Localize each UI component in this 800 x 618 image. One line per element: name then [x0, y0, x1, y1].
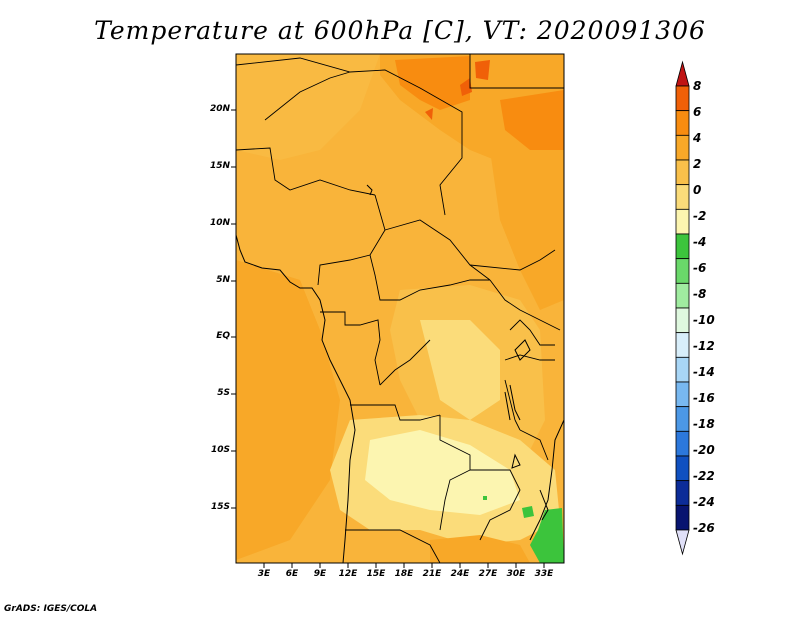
lon-label-6e: 6E [285, 569, 299, 579]
lat-label-5n: 5N [216, 275, 230, 285]
colorbar-label: -6 [693, 261, 707, 275]
colorbar-label: 0 [693, 183, 702, 197]
colorbar-segment [675, 332, 690, 358]
colorbar-label: -14 [693, 365, 715, 379]
warm-region-west [236, 260, 340, 560]
colorbar-label: -18 [693, 417, 715, 431]
colorbar-segment [675, 307, 690, 334]
colorbar-label: 6 [693, 105, 702, 119]
colorbar-segment [675, 406, 690, 432]
lon-label-12e: 12E [338, 569, 358, 579]
lon-label-33e: 33E [534, 569, 554, 579]
hot-spot-east [500, 90, 564, 150]
colorbar-label: -12 [693, 339, 715, 353]
east-coastline [529, 419, 564, 541]
coolest-region [365, 430, 520, 515]
warm-region-east [490, 140, 564, 310]
cold-patch-small [522, 506, 534, 518]
colorbar-segment [675, 258, 690, 284]
lon-label-24e: 24E [450, 569, 470, 579]
colorbar-label: 2 [693, 157, 702, 171]
colorbar-label: -26 [693, 521, 715, 535]
coastline [236, 234, 356, 563]
lakes [366, 184, 549, 521]
light-region-north [236, 54, 380, 160]
lon-label-9e: 9E [313, 569, 327, 579]
hot-spot-northeast [395, 56, 470, 110]
grads-credit: GrADS: IGES/COLA [4, 604, 98, 614]
colorbar-label: -10 [693, 313, 715, 327]
lon-label-30e: 30E [506, 569, 526, 579]
lon-label-27e: 27E [478, 569, 498, 579]
colorbar-label: -8 [693, 287, 707, 301]
colorbar-segment [675, 504, 690, 531]
colorbar-label: -20 [693, 443, 715, 457]
map-frame [235, 53, 565, 564]
lon-ticks [263, 563, 545, 568]
colorbar-segment [675, 282, 690, 309]
lon-label-18e: 18E [394, 569, 414, 579]
colorbar-segment [675, 455, 690, 482]
colorbar-segment [675, 85, 690, 112]
colorbar-label: 8 [693, 79, 702, 93]
country-borders [236, 54, 564, 563]
colorbar-segment [675, 430, 690, 457]
plot-title: Temperature at 600hPa [C], VT: 202009130… [94, 16, 706, 45]
colorbar [675, 60, 690, 556]
lon-label-15e: 15E [366, 569, 386, 579]
lat-label-eq: EQ [216, 331, 230, 341]
colorbar-segment [675, 110, 690, 136]
cold-patch-southeast [530, 508, 564, 563]
colorbar-segment [675, 381, 690, 408]
colorbar-segment [675, 233, 690, 260]
lon-label-21e: 21E [422, 569, 442, 579]
hottest-spot-2 [475, 60, 490, 80]
colorbar-segment [675, 159, 690, 186]
colorbar-segment [675, 184, 690, 210]
lat-label-20n: 20N [209, 104, 230, 114]
lon-label-3e: 3E [257, 569, 271, 579]
colorbar-segment [675, 208, 690, 235]
lat-label-5s: 5S [217, 388, 230, 398]
cold-dot [483, 496, 487, 500]
pale-region-central [420, 320, 500, 420]
colorbar-segment [675, 134, 690, 161]
colorbar-label: -2 [693, 209, 707, 223]
colorbar-label: -24 [693, 495, 715, 509]
colorbar-label: -16 [693, 391, 715, 405]
colorbar-segment [675, 480, 690, 506]
colorbar-top-cap [675, 60, 690, 87]
hottest-spot-3 [425, 108, 433, 120]
temperature-field [236, 54, 564, 563]
warm-region-south [430, 535, 530, 563]
colorbar-label: 4 [693, 131, 702, 145]
colorbar-label: -22 [693, 469, 715, 483]
lat-label-15s: 15S [210, 502, 230, 512]
colorbar-segment [675, 356, 690, 383]
colorbar-label: -4 [693, 235, 707, 249]
lat-label-15n: 15N [209, 161, 230, 171]
lat-label-10n: 10N [209, 218, 230, 228]
hottest-spot-1 [460, 78, 472, 96]
lat-ticks [231, 109, 236, 509]
colorbar-bottom-cap [675, 529, 690, 556]
lat-label-10s: 10S [210, 445, 230, 455]
